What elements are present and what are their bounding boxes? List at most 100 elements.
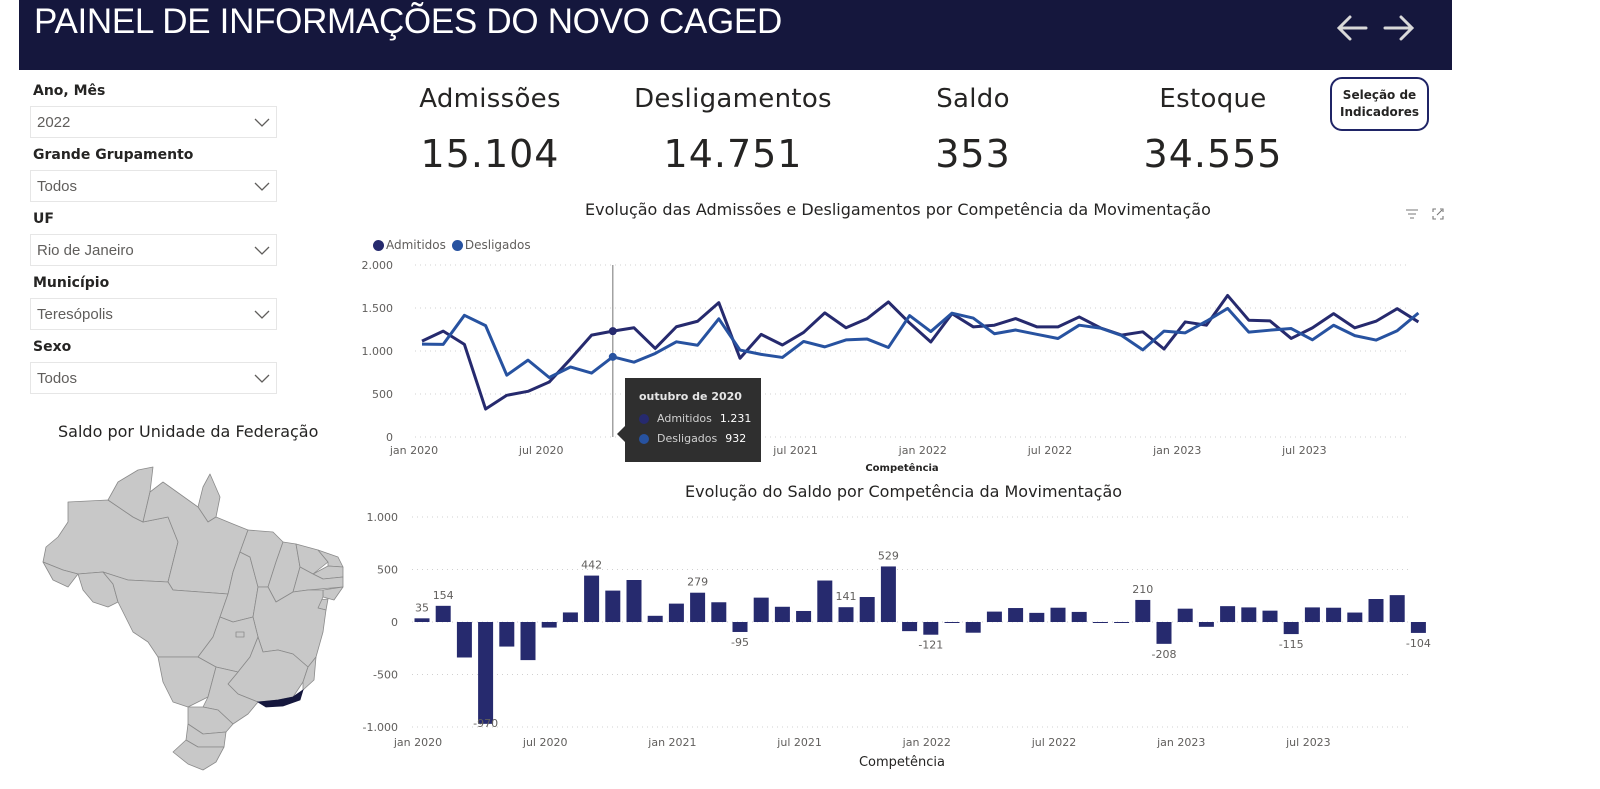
bar-data-label: -115 [1279,638,1304,651]
bar-chart-title: Evolução do Saldo por Competência da Mov… [685,482,1123,501]
y-tick-label: 500 [372,388,393,401]
map-state-ac[interactable] [42,561,79,588]
x-tick-label: jan 2021 [647,736,696,749]
bar-2022-03 [965,622,981,633]
page-title: PAINEL DE INFORMAÇÕES DO NOVO CAGED [34,2,782,41]
slicer-ano-mes-dropdown[interactable]: 2022 [30,106,277,138]
bar-data-label: 35 [415,601,429,614]
x-tick-label: jan 2020 [393,736,442,749]
line-chart[interactable]: 0 500 1.000 1.500 2.000 jan 2020 jul 2020 jan 2… [360,255,1440,485]
slicer-value: Todos [37,370,78,387]
bar-2021-04 [732,622,748,632]
y-tick-label: -500 [373,669,398,682]
bar-2022-04 [986,611,1002,622]
bar-2021-12 [902,622,918,632]
slicer-label-ano-mes: Ano, Mês [33,83,106,99]
selecao-indicadores-button[interactable]: Seleção de Indicadores [1330,77,1429,131]
bar-2021-02 [690,592,706,622]
slicer-value: Teresópolis [37,306,113,323]
bar-2021-05 [753,597,769,622]
x-axis-title: Competência [859,755,945,770]
slicer-label-uf: UF [33,211,54,227]
bar-2022-05 [1008,608,1024,622]
y-tick-label: -1.000 [363,721,398,734]
bar-2021-01 [668,603,684,622]
bar-2021-09 [838,607,854,622]
bar-2023-04 [1241,607,1257,622]
slicer-uf-dropdown[interactable]: Rio de Janeiro [30,234,277,266]
data-point-admitidos [608,327,617,336]
map-state-rr[interactable] [107,466,154,523]
bar-data-label: -104 [1406,637,1431,650]
x-tick-label: jul 2021 [776,736,822,749]
y-tick-label: 500 [377,564,398,577]
bar-2021-08 [817,580,833,622]
bar-data-label: -121 [918,639,943,652]
bar-data-label: 154 [433,589,454,602]
bar-chart[interactable]: -1.000 -500 0 500 1.000 jan 2020 jul 2020 jan 2… [360,505,1440,789]
map-state-rs[interactable] [172,739,225,771]
brazil-map[interactable] [38,462,348,772]
slicer-value: Todos [37,178,78,195]
x-tick-label: jul 2023 [1285,736,1331,749]
x-tick-label: jan 2020 [389,444,438,457]
map-state-ms[interactable] [157,656,217,708]
map-state-ce[interactable] [295,543,329,575]
bar-data-label: 141 [836,590,857,603]
legend-item-admitidos[interactable]: Admitidos [373,238,446,252]
x-tick-label: jul 2023 [1281,444,1327,457]
bar-2023-11 [1389,595,1405,622]
legend-item-desligados[interactable]: Desligados [451,238,531,252]
tooltip-title: outubro de 2020 [639,390,742,403]
bar-2023-09 [1347,612,1363,622]
bar-data-label: 529 [878,549,899,562]
bar-2023-10 [1368,599,1384,622]
map-state-al[interactable] [322,586,344,601]
kpi-value: 34.555 [1143,132,1283,176]
map-state-df[interactable] [235,631,245,638]
kpi-label: Desligamentos [634,84,832,114]
bar-2023-12 [1410,622,1426,633]
bar-2022-11 [1135,599,1151,622]
previous-page-button[interactable] [1332,8,1372,48]
map-state-rj[interactable] [256,689,304,708]
tooltip-value: 1.231 [719,412,752,425]
kpi-admissoes: Admissões 15.104 [370,84,610,176]
bar-2021-06 [774,606,790,622]
slicer-municipio-dropdown[interactable]: Teresópolis [30,298,277,330]
y-tick-label: 2.000 [362,259,394,272]
kpi-label: Saldo [936,84,1010,114]
map-state-es[interactable] [302,656,317,691]
bar-data-label: -208 [1152,648,1177,661]
y-tick-label: 1.000 [367,511,399,524]
bar-2020-03 [456,622,472,658]
bar-2023-06 [1283,622,1299,635]
bar-2022-02 [944,622,960,623]
arrow-left-icon [1336,15,1368,41]
button-label-line2: Indicadores [1340,105,1419,119]
focus-mode-icon[interactable] [1430,206,1446,222]
bar-2022-08 [1071,611,1087,622]
slicer-value: Rio de Janeiro [37,242,134,259]
x-tick-label: jul 2020 [518,444,564,457]
next-page-button[interactable] [1379,8,1419,48]
slicer-label-sexo: Sexo [33,339,72,355]
kpi-saldo: Saldo 353 [853,84,1093,176]
y-tick-label: 0 [391,616,398,629]
series-line-admitidos [421,293,1420,411]
map-state-pe[interactable] [292,566,344,593]
kpi-desligamentos: Desligamentos 14.751 [613,84,853,176]
filter-panel: Ano, Mês 2022 Grande Grupamento Todos UF… [30,80,280,400]
bar-data-label: -970 [473,717,498,730]
y-tick-label: 1.500 [362,302,394,315]
bar-2020-02 [435,605,451,622]
tooltip-value: 932 [725,432,747,445]
line-chart-legend: Admitidos Desligados [373,238,537,252]
slicer-label-grande-grupamento: Grande Grupamento [33,147,194,163]
filter-icon[interactable] [1404,206,1420,222]
tooltip-marker [639,433,649,444]
bar-data-label: 442 [581,559,602,572]
slicer-grande-grupamento-dropdown[interactable]: Todos [30,170,277,202]
bar-2022-06 [1029,612,1045,622]
slicer-sexo-dropdown[interactable]: Todos [30,362,277,394]
